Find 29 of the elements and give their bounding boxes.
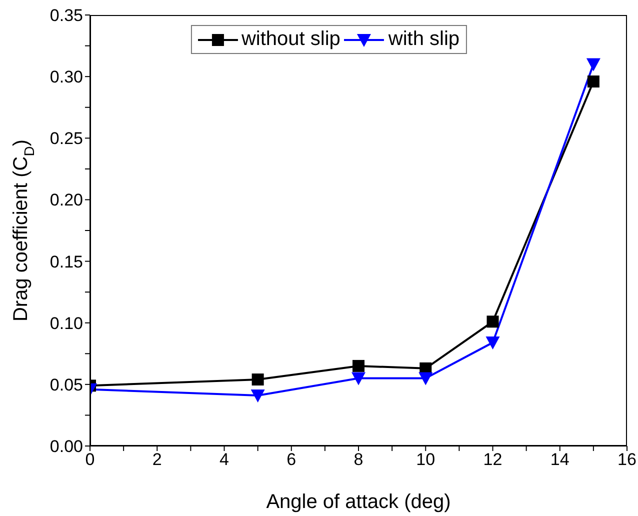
y-tick-label: 0.05 (50, 375, 83, 394)
legend-label: without slip (241, 28, 340, 51)
x-tick-label: 16 (618, 450, 636, 470)
point (486, 316, 499, 328)
point (586, 58, 600, 72)
x-tick-label: 8 (354, 450, 364, 470)
y-tick-label: 0.10 (50, 314, 83, 333)
x-tick-label: 4 (220, 450, 229, 470)
x-tick-label: 12 (483, 450, 502, 470)
point (252, 374, 264, 386)
x-tick-label: 2 (152, 450, 162, 470)
point (418, 372, 433, 386)
x-tick-label: 10 (416, 450, 436, 470)
y-tick-label: 0.35 (50, 6, 83, 26)
y-tick-label: 0.20 (50, 190, 83, 210)
x-tick-label: 0 (85, 450, 95, 470)
y-tick-label: 0.25 (50, 129, 83, 148)
x-axis-title: Angle of attack (deg) (266, 491, 451, 513)
x-tick-label: 6 (286, 450, 296, 470)
x-tick-label: 14 (550, 450, 570, 470)
y-tick-label: 0.30 (50, 68, 83, 87)
y-tick-label: 0.00 (50, 437, 83, 456)
y-tick-label: 0.15 (50, 252, 83, 272)
legend-label: with slip (388, 28, 460, 51)
point (352, 372, 366, 386)
point (250, 390, 265, 403)
point (352, 360, 364, 372)
point (486, 336, 500, 350)
point (587, 75, 600, 88)
